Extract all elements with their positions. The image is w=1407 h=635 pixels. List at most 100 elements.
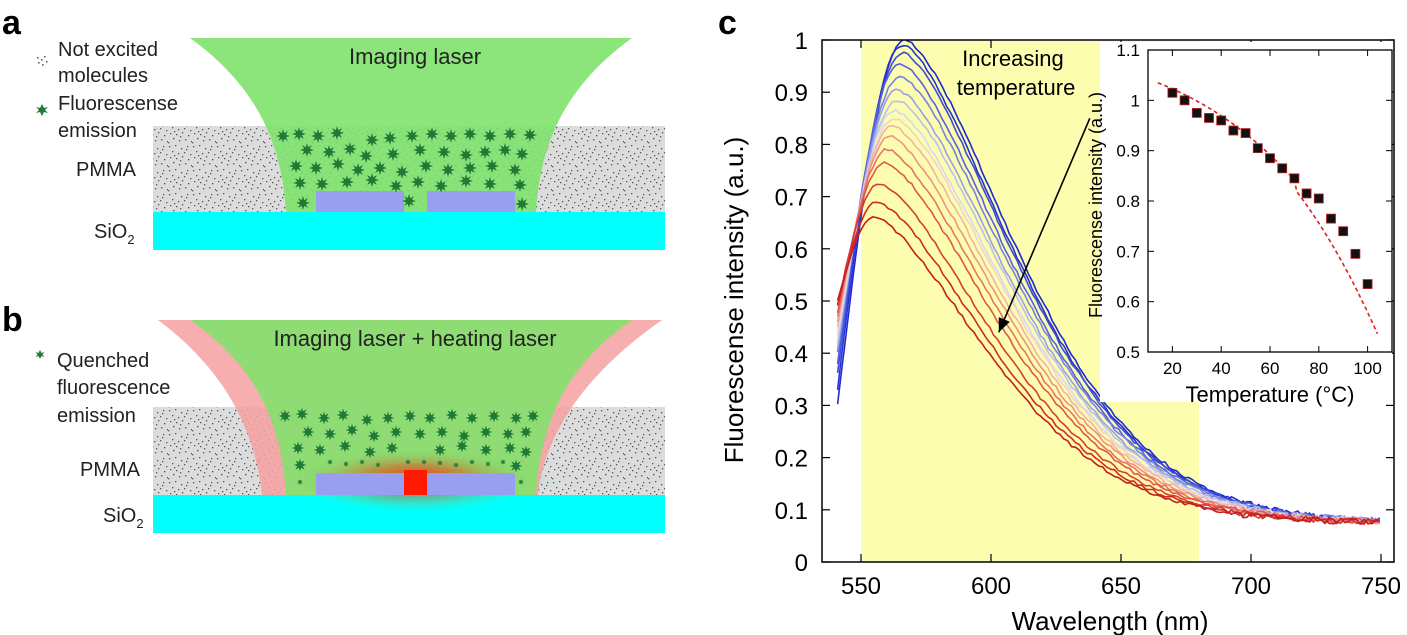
molecule-star [301,425,315,439]
molecule-star [523,128,537,142]
data-point [1240,128,1251,138]
data-point [1167,87,1178,98]
legend-line: fluorescence [57,377,170,399]
molecule-star [479,425,493,439]
fit-curve [1157,81,1379,335]
molecule-star [519,425,533,439]
molecule-star [519,445,533,459]
y-tick-label: 0.8 [775,132,808,159]
molecule-star [478,145,492,159]
sio2-substrate [153,212,665,250]
spectrum-line [836,51,1380,525]
molecule-star [278,409,292,423]
molecule-star [433,443,447,457]
legend-line: Fluorescense [58,93,178,115]
molecule-star [386,147,400,161]
inset-chart: 20 40 60 80 100 0.5 0.6 0.7 0.8 0.9 1 1.1 [1116,41,1393,378]
molecule-star [381,411,395,425]
molecule-star [457,429,471,443]
x-tick-label: 550 [841,573,881,600]
data-point [1289,173,1300,184]
molecule-star [503,127,517,141]
data-point [1204,113,1214,123]
data-point [1191,108,1202,118]
data-point [1265,153,1275,164]
panel-a: a Not excited molecules Fluorescense emi… [2,4,665,250]
panel-b: b Quenched fluorescence emission PMMA Si… [2,301,665,533]
panel-c: c 550 600 650 700 750 0 0.1 0.2 0.3 0.4 0.5 0.6 0.7 0… [718,4,1401,635]
y-tick-label: 0.9 [775,80,808,107]
molecule-star [405,129,419,143]
molecule-star [483,177,497,191]
molecule-star [413,143,427,157]
inset-y-tick-label: 0.6 [1116,293,1140,312]
quenched-molecule [485,461,491,467]
inset-x-axis-label: Temperature (°C) [1186,382,1355,407]
legend-quenched: Quenched fluorescence emission [35,350,170,427]
molecule-star [479,443,493,457]
molecule-star [343,142,357,156]
quenched-molecule [343,461,349,467]
molecule-star [295,407,309,421]
molecule-star [411,175,425,189]
quenched-molecule [453,462,459,468]
molecule-star [437,145,451,159]
molecule-star [515,147,529,161]
star-icon [36,104,48,116]
fluorescent-molecules [276,126,537,211]
molecule-star [503,441,517,455]
data-point [1252,143,1263,154]
molecule-star [338,439,352,453]
legend-line: Quenched [57,350,149,372]
molecule-star [383,131,397,145]
y-axis-label: Fluorescense intensity (a.u.) [719,137,749,464]
arrowhead [998,317,1010,333]
svg-text:Fluorescense emission: Fluorescense emission [58,93,184,142]
molecule-star [276,129,290,143]
molecule-star [445,408,459,422]
legend-line: emission [57,405,136,427]
molecule-star [340,175,354,189]
molecule-star [483,129,497,143]
molecule-star [501,427,515,441]
data-point [1216,115,1227,126]
electrode-right [427,191,515,212]
molecule-star [402,194,416,208]
annotation-line: temperature [957,75,1076,100]
inset-y-tick-label: 0.7 [1116,242,1140,261]
laser-label: Imaging laser [349,44,481,69]
molecule-star [403,409,417,423]
data-point [1277,163,1288,174]
noise-dots-icon [37,56,48,66]
molecule-star [444,129,458,143]
molecule-star [311,129,325,143]
molecule-star [293,176,307,190]
molecule-star [526,409,540,423]
legend-not-excited: Not excited molecules [37,39,164,87]
inset-y-tick-label: 1.1 [1116,41,1140,60]
electrode-left [316,473,404,495]
molecule-star [367,429,381,443]
molecule-star [463,161,477,175]
svg-text:Not excited molecules: Not excited molecules [58,39,164,87]
molecule-star [441,163,455,177]
data-point [1301,188,1312,199]
inset-x-tick-label: 40 [1212,359,1231,378]
main-axes: 550 600 650 700 750 0 0.1 0.2 0.3 0.4 0.5 0.6 0.7 0.8… [775,28,1401,600]
molecule-star [513,178,527,192]
molecule-star [498,143,512,157]
inset-y-tick-label: 1 [1131,91,1140,110]
quenched-molecule [518,479,524,485]
molecule-star [351,163,365,177]
data-point [1179,95,1190,106]
legend-fluorescence: Fluorescense emission [36,93,184,142]
x-tick-label: 700 [1231,573,1271,600]
x-axis-label: Wavelength (nm) [1012,606,1209,635]
molecule-star [423,411,437,425]
molecule-star [389,425,403,439]
quenched-molecule [405,459,411,465]
molecule-star [419,159,433,173]
layer-label-pmma: PMMA [80,459,141,481]
annotation-arrow [998,117,1091,333]
